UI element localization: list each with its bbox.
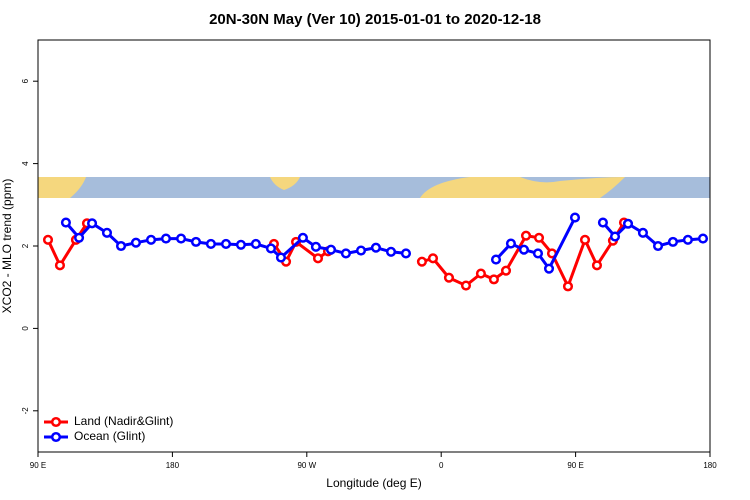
data-point xyxy=(275,252,287,263)
data-point xyxy=(355,245,367,256)
data-point xyxy=(532,248,544,259)
data-point xyxy=(145,234,157,245)
y-tick-label: -2 xyxy=(21,407,30,415)
x-axis-label: Longitude (deg E) xyxy=(326,476,421,490)
x-tick-label: 90 E xyxy=(567,461,583,470)
data-point xyxy=(385,246,397,257)
data-point xyxy=(340,248,351,259)
y-tick-label: 2 xyxy=(21,243,30,248)
data-point xyxy=(74,232,85,243)
data-point xyxy=(488,274,499,285)
data-point xyxy=(190,236,202,247)
data-point xyxy=(250,238,261,249)
y-tick-label: 0 xyxy=(21,326,30,331)
data-point xyxy=(443,272,455,283)
data-point xyxy=(265,243,277,254)
x-tick-label: 90 W xyxy=(297,461,316,470)
data-point xyxy=(370,242,381,253)
data-point xyxy=(176,233,187,244)
legend-label: Land (Nadir&Glint) xyxy=(74,414,173,428)
data-point xyxy=(579,234,591,245)
data-point xyxy=(115,240,127,252)
data-point xyxy=(518,244,529,255)
map-strip xyxy=(38,177,710,198)
data-point xyxy=(416,256,427,267)
data-point xyxy=(325,244,337,255)
data-point xyxy=(490,254,502,265)
data-point xyxy=(220,238,232,249)
data-point xyxy=(562,281,574,292)
data-point xyxy=(310,241,321,252)
x-tick-label: 180 xyxy=(703,461,717,470)
data-point xyxy=(597,217,608,228)
data-point xyxy=(312,253,324,264)
data-point xyxy=(475,268,486,279)
data-point xyxy=(500,265,512,276)
legend-label: Ocean (Glint) xyxy=(74,429,145,443)
chart-title: 20N-30N May (Ver 10) 2015-01-01 to 2020-… xyxy=(209,11,541,28)
data-point xyxy=(569,212,581,223)
data-point xyxy=(667,236,679,247)
data-point xyxy=(520,230,532,241)
data-point xyxy=(87,218,98,229)
data-point xyxy=(297,232,308,243)
data-point xyxy=(609,231,621,242)
data-point xyxy=(460,280,472,291)
series-line xyxy=(64,216,704,272)
data-point xyxy=(652,240,664,252)
legend-marker xyxy=(50,431,62,443)
data-point xyxy=(591,260,603,271)
data-point xyxy=(622,218,634,229)
data-point xyxy=(60,217,71,228)
data-point xyxy=(160,233,172,244)
data-point xyxy=(543,263,555,274)
y-axis-label: XCO2 - MLO trend (ppm) xyxy=(0,179,14,314)
data-point xyxy=(101,227,113,238)
data-point xyxy=(54,260,66,271)
data-point xyxy=(533,232,545,243)
data-point xyxy=(235,239,246,250)
y-tick-label: 6 xyxy=(21,78,30,83)
x-tick-label: 90 E xyxy=(30,461,46,470)
x-tick-label: 0 xyxy=(439,461,444,470)
data-point xyxy=(42,234,54,245)
data-point xyxy=(130,237,142,248)
data-point xyxy=(400,248,412,259)
legend-marker xyxy=(50,416,62,428)
data-point xyxy=(637,227,648,238)
data-point xyxy=(505,238,516,249)
data-point xyxy=(682,234,693,245)
data-point xyxy=(205,238,216,249)
y-tick-label: 4 xyxy=(21,161,30,166)
x-tick-label: 180 xyxy=(166,461,180,470)
data-point xyxy=(697,233,709,244)
data-point xyxy=(427,253,439,264)
